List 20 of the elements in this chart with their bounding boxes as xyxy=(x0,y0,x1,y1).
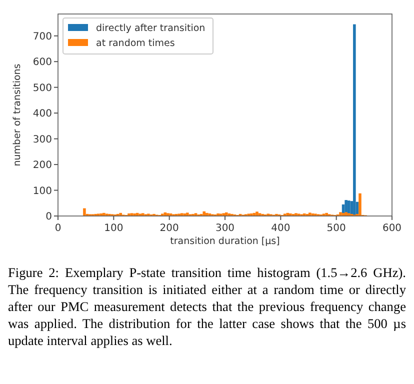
x-tick-label: 500 xyxy=(326,223,346,234)
x-tick-label: 0 xyxy=(54,223,62,234)
caption: Figure 2: Exemplary P-state transition time histogram (1.5→2.6 GHz). The frequency transition is initiated either at a random time or directly after our PMC measurement detects that the previous frequency change was applied. The distribution for the latter case shows that the 500 µs update interval applies as well. xyxy=(8,264,406,349)
y-axis-title: number of transitions xyxy=(12,64,23,166)
x-tick-label: 300 xyxy=(215,223,235,234)
y-tick-label: 0 xyxy=(46,212,52,222)
y-tick-label: 300 xyxy=(32,134,52,146)
x-tick-label: 200 xyxy=(160,223,179,234)
y-tick-label: 200 xyxy=(32,160,52,172)
y-tick-label: 700 xyxy=(32,31,52,42)
x-tick-label: 400 xyxy=(271,223,290,234)
y-tick-label: 600 xyxy=(32,57,52,68)
y-tick-label: 100 xyxy=(32,186,52,197)
y-tick-label: 500 xyxy=(32,82,52,94)
x-axis-title: transition duration [µs] xyxy=(170,236,280,247)
legend-label: at random times xyxy=(96,38,175,49)
legend-label: directly after transition xyxy=(96,23,206,34)
y-tick-label: 400 xyxy=(32,108,52,120)
x-tick-label: 600 xyxy=(382,223,402,234)
x-tick-label: 100 xyxy=(104,223,124,234)
